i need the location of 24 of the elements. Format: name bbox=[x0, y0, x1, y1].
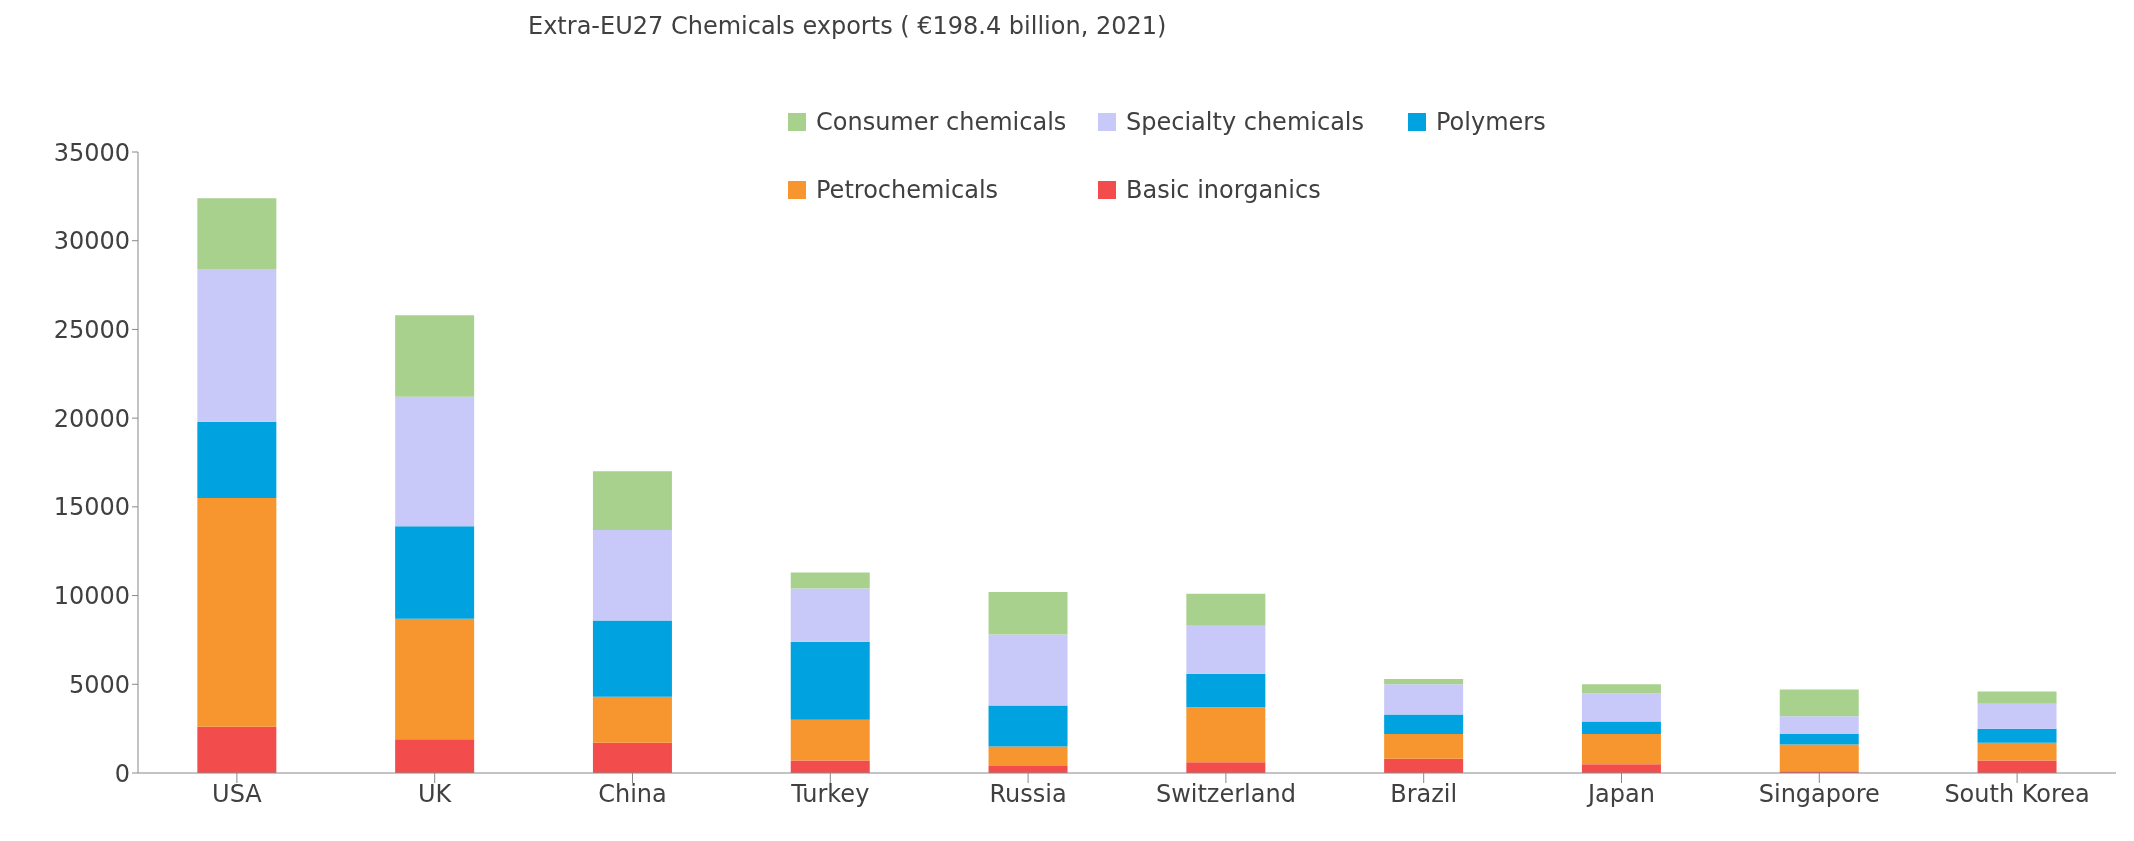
x-tick-label: Russia bbox=[989, 780, 1067, 809]
y-tick-label: 30000 bbox=[53, 227, 130, 256]
x-tick-label: Singapore bbox=[1758, 780, 1880, 809]
x-tick-label: China bbox=[598, 780, 667, 809]
y-tick-label: 0 bbox=[114, 759, 130, 788]
x-tick-label: UK bbox=[418, 780, 453, 809]
chart-title: Extra-EU27 Chemicals exports ( €198.4 billion, 2021) bbox=[528, 12, 1167, 40]
x-tick-label: Japan bbox=[1586, 780, 1655, 809]
x-tick-label: South Korea bbox=[1944, 780, 2090, 809]
y-tick-label: 25000 bbox=[53, 315, 130, 344]
legend-label: Petrochemicals bbox=[816, 176, 999, 204]
y-tick-label: 5000 bbox=[68, 670, 130, 699]
legend-label: Specialty chemicals bbox=[1126, 108, 1365, 136]
legend-label: Polymers bbox=[1436, 108, 1546, 136]
x-tick-label: Switzerland bbox=[1155, 780, 1296, 809]
x-tick-label: USA bbox=[212, 780, 263, 809]
y-tick-label: 20000 bbox=[53, 404, 130, 433]
legend-label: Consumer chemicals bbox=[816, 108, 1067, 136]
x-tick-label: Brazil bbox=[1390, 780, 1458, 809]
y-tick-label: 15000 bbox=[53, 493, 130, 522]
legend-label: Basic inorganics bbox=[1126, 176, 1321, 204]
y-tick-label: 10000 bbox=[53, 582, 130, 611]
x-tick-label: Turkey bbox=[790, 780, 870, 809]
y-tick-label: 35000 bbox=[53, 138, 130, 167]
